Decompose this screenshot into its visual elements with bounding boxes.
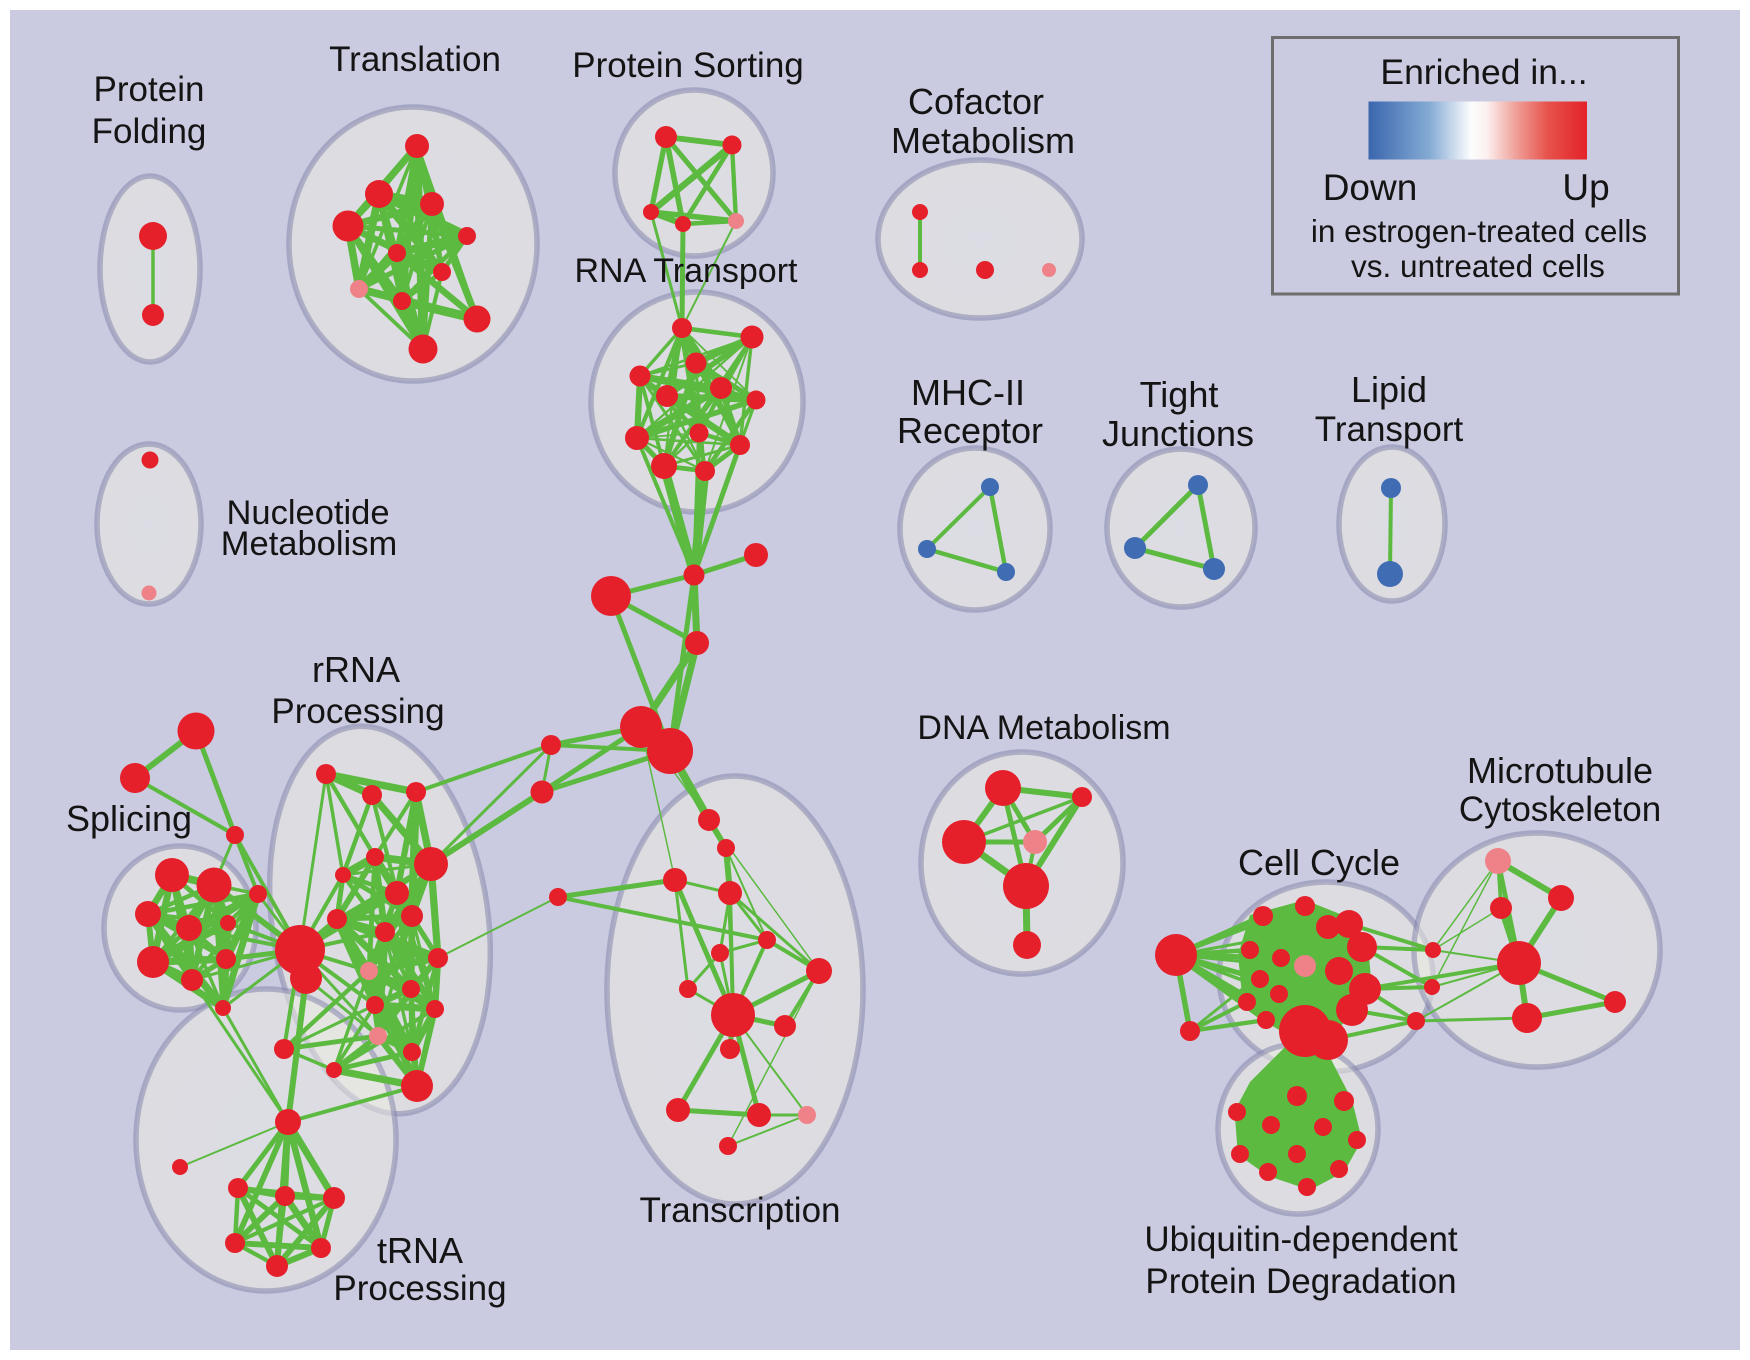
svg-text:Receptor: Receptor xyxy=(897,410,1043,451)
svg-text:Cytoskeleton: Cytoskeleton xyxy=(1459,790,1661,829)
svg-text:MHC-II: MHC-II xyxy=(911,372,1025,413)
svg-text:vs. untreated cells: vs. untreated cells xyxy=(1351,248,1605,284)
svg-text:Metabolism: Metabolism xyxy=(221,525,397,563)
svg-text:Junctions: Junctions xyxy=(1102,413,1254,454)
svg-text:Down: Down xyxy=(1323,167,1418,208)
svg-text:RNA Transport: RNA Transport xyxy=(575,252,799,290)
svg-text:Lipid: Lipid xyxy=(1351,369,1427,410)
svg-text:Transcription: Transcription xyxy=(640,1191,841,1230)
svg-text:Cell Cycle: Cell Cycle xyxy=(1238,842,1400,883)
svg-text:DNA Metabolism: DNA Metabolism xyxy=(917,709,1170,747)
svg-text:Microtubule: Microtubule xyxy=(1467,750,1653,791)
svg-text:Metabolism: Metabolism xyxy=(891,120,1075,161)
svg-text:Transport: Transport xyxy=(1315,410,1464,449)
svg-text:Tight: Tight xyxy=(1140,374,1219,415)
svg-text:Enriched in...: Enriched in... xyxy=(1380,52,1587,92)
svg-text:Folding: Folding xyxy=(92,112,207,151)
svg-text:Processing: Processing xyxy=(333,1269,506,1308)
svg-text:Up: Up xyxy=(1562,167,1609,208)
svg-text:Protein: Protein xyxy=(94,70,205,109)
svg-text:Cofactor: Cofactor xyxy=(908,81,1044,122)
svg-text:Protein Sorting: Protein Sorting xyxy=(572,46,804,85)
svg-text:rRNA: rRNA xyxy=(312,649,400,690)
svg-text:Processing: Processing xyxy=(271,692,444,731)
svg-text:Splicing: Splicing xyxy=(66,798,192,839)
svg-text:Ubiquitin-dependent: Ubiquitin-dependent xyxy=(1144,1220,1458,1259)
svg-text:Translation: Translation xyxy=(329,40,501,79)
svg-text:tRNA: tRNA xyxy=(377,1230,463,1271)
svg-text:Nucleotide: Nucleotide xyxy=(226,494,389,532)
svg-text:in estrogen-treated cells: in estrogen-treated cells xyxy=(1311,213,1647,249)
svg-text:Protein Degradation: Protein Degradation xyxy=(1145,1262,1456,1301)
